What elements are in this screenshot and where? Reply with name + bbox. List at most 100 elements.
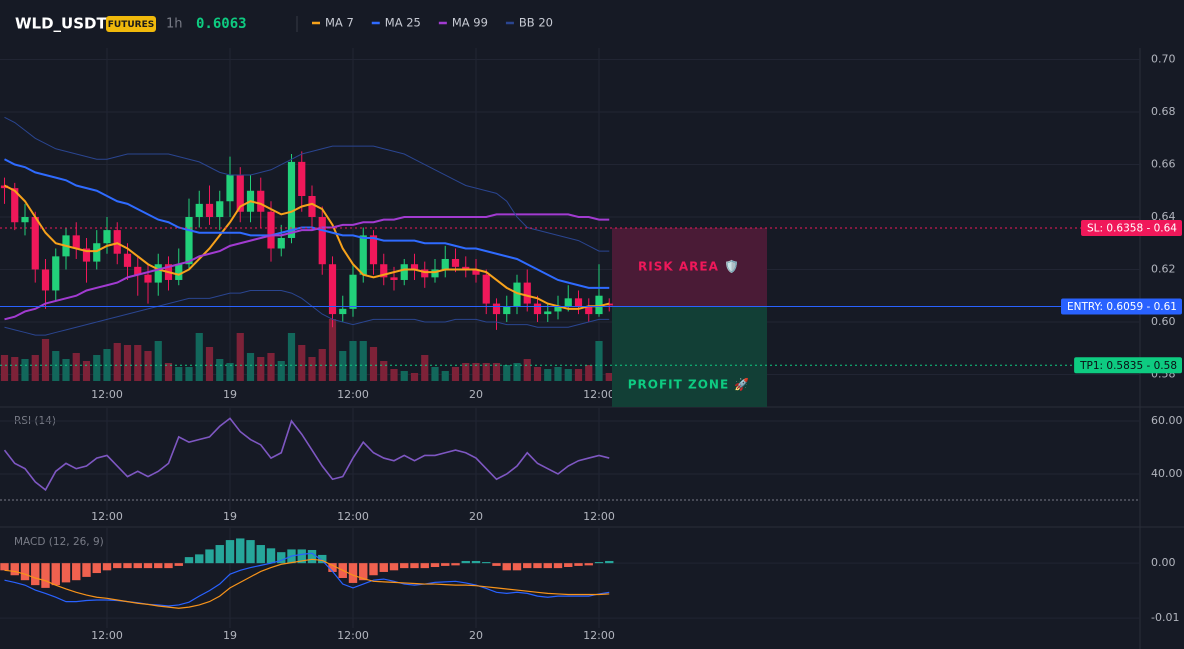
candle-body [226,175,234,202]
histogram-bar [195,554,204,564]
volume-bar [585,365,593,381]
histogram-bar [430,563,440,568]
macd-title: MACD (12, 26, 9) [14,536,104,548]
histogram-bar [410,563,419,569]
histogram-bar [389,563,399,571]
x-tick-label: 12:00 [337,388,369,401]
candle-body [390,277,398,280]
x-tick-label: 12:00 [583,388,615,401]
candle-body [328,264,337,315]
volume-bar [369,347,378,381]
band-line [4,289,610,336]
volume-bar [185,367,193,381]
candle-body [195,203,203,217]
candle-body [462,266,470,270]
candle-body [257,190,265,212]
volume-bar [195,333,203,381]
histogram-bar [553,563,563,569]
candle-body [154,264,162,283]
volume-bar [0,355,9,381]
volume-bar [236,333,244,381]
x-tick-label: 20 [469,388,483,401]
level-label: ENTRY: 0.6059 - 0.61 [1067,301,1177,313]
candle-body [431,269,439,278]
x-tick-label: 19 [223,510,237,523]
y-tick-label: 40.00 [1151,467,1183,480]
candle-body [410,264,419,270]
candle-body [451,258,460,267]
candle-body [205,203,214,217]
volume-bar [400,371,408,381]
histogram-bar [92,563,101,574]
candle-body [267,211,275,249]
x-tick-label: 12:00 [91,510,123,523]
volume-bar [359,341,367,381]
histogram-bar [369,563,378,576]
histogram-bar [41,563,50,588]
volume-bar [93,355,101,381]
volume-bar [308,357,316,381]
histogram-bar [164,563,173,569]
volume-bar [257,357,265,381]
x-tick-label: 12:00 [337,629,369,642]
volume-bar [154,341,162,381]
rsi-line [3,417,610,492]
histogram-bar [471,560,481,564]
candle-body [533,303,542,315]
candle-body [523,282,531,304]
volume-bar [390,369,398,381]
candle-body [11,188,19,223]
histogram-bar [307,549,317,564]
volume-bar [339,351,347,381]
volume-bar [441,371,449,381]
legend-label: BB 20 [519,16,553,30]
y-tick-label: 0.64 [1151,210,1176,223]
level-tag [1074,357,1182,374]
volume-bar [595,341,603,381]
badge: FUTURES [108,20,154,30]
x-tick-label: 12:00 [91,629,123,642]
histogram-bar [123,563,132,569]
x-tick-label: 20 [469,629,483,642]
volume-bar [82,361,91,381]
badge-bg [106,16,156,32]
candle-body [298,161,306,196]
band-line [4,116,610,252]
volume-bar [533,367,542,381]
candle-body [175,264,183,280]
zone-label: RISK AREA 🛡️ [638,260,740,274]
zones: RISK AREA 🛡️ PROFIT ZONE 🚀 [612,228,767,407]
volume-bar [380,361,388,381]
x-tick-label: 12:00 [583,510,615,523]
volume-bar [421,355,429,381]
candle-body [134,266,142,275]
volume-bars [0,319,613,381]
histogram-bar [574,563,583,566]
histogram-bar [512,563,522,571]
candle-body [41,269,50,291]
level-tag [1081,220,1182,237]
candle-body [380,264,388,278]
histogram-bar [184,557,194,564]
volume-bar [72,353,80,381]
histogram-bar [533,563,542,569]
ma-line [4,213,610,321]
legend-label: MA 99 [452,16,488,30]
last-price: 0.6063 [196,16,247,32]
candle-body [554,306,562,312]
histogram-bar [266,548,276,564]
x-tick-label: 12:00 [337,510,369,523]
histogram-bar [0,563,9,571]
volume-bar [523,359,531,381]
candle-body [369,235,378,265]
histogram-bar [20,563,30,581]
volume-bar [21,359,29,381]
volume-bar [318,349,326,381]
x-tick-label: 20 [469,510,483,523]
candle-body [103,230,111,244]
histogram-bar [31,563,40,586]
y-tick-label: -0.01 [1151,611,1179,624]
candle-body [216,201,224,217]
